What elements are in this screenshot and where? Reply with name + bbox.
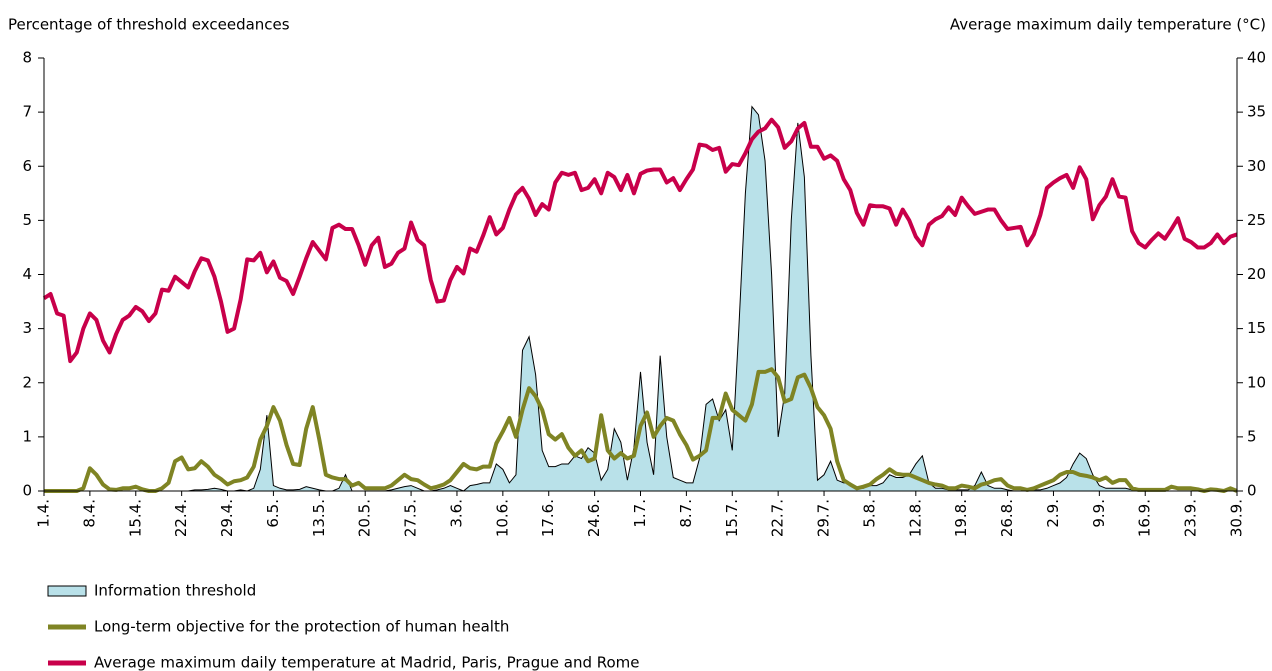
y-axis-title: Percentage of threshold exceedances	[8, 16, 290, 34]
x-tick-label: 19.8.	[952, 499, 970, 537]
x-tick-label: 10.6.	[493, 499, 511, 537]
legend-label: Average maximum daily temperature at Mad…	[94, 654, 640, 671]
y-tick-label: 7	[22, 103, 32, 121]
y-tick-label: 0	[22, 482, 32, 500]
x-tick-label: 17.6.	[539, 499, 557, 537]
x-tick-label: 26.8.	[998, 499, 1016, 537]
x-tick-label: 3.6.	[447, 499, 465, 528]
x-tick-label: 30.9.	[1228, 499, 1246, 537]
y-tick-label: 1	[22, 427, 32, 445]
x-tick-label: 24.6.	[585, 499, 603, 537]
x-tick-label: 29.4.	[218, 499, 236, 537]
x-tick-label: 13.5.	[310, 499, 328, 537]
x-tick-label: 1.7.	[631, 499, 649, 528]
x-tick-label: 5.8.	[860, 499, 878, 528]
legend-swatch	[47, 585, 87, 597]
y2-tick-label: 30	[1247, 157, 1266, 175]
y-tick-label: 8	[22, 49, 32, 67]
line	[42, 117, 1238, 364]
x-tick-label: 23.9.	[1182, 499, 1200, 537]
x-tick-label: 20.5.	[356, 499, 374, 537]
y2-tick-label: 15	[1247, 319, 1266, 337]
y2-tick-label: 5	[1247, 427, 1257, 445]
x-tick-label: 29.7.	[815, 499, 833, 537]
x-tick-label: 8.7.	[677, 499, 695, 528]
y-tick-label: 6	[22, 157, 32, 175]
x-tick-label: 8.4.	[80, 499, 98, 528]
legend-label: Long-term objective for the protection o…	[94, 618, 509, 636]
x-tick-label: 15.4.	[126, 499, 144, 537]
y2-tick-label: 35	[1247, 103, 1266, 121]
x-tick-label: 12.8.	[906, 499, 924, 537]
x-tick-label: 27.5.	[402, 499, 420, 537]
area	[44, 105, 1237, 492]
x-tick-label: 2.9.	[1044, 499, 1062, 528]
y-tick-label: 5	[22, 211, 32, 229]
x-tick-label: 16.9.	[1136, 499, 1154, 537]
y-tick-label: 3	[22, 319, 32, 337]
y2-tick-label: 25	[1247, 211, 1266, 229]
y-tick-label: 2	[22, 373, 32, 391]
y2-tick-label: 20	[1247, 265, 1266, 283]
y-tick-label: 4	[22, 265, 32, 283]
x-tick-label: 22.7.	[769, 499, 787, 537]
x-tick-label: 22.4.	[172, 499, 190, 537]
y2-tick-label: 0	[1247, 482, 1257, 500]
y2-tick-label: 40	[1247, 49, 1266, 67]
x-tick-label: 15.7.	[723, 499, 741, 537]
x-tick-label: 9.9.	[1090, 499, 1108, 528]
x-tick-label: 6.5.	[264, 499, 282, 528]
y2-tick-label: 10	[1247, 373, 1266, 391]
x-tick-label: 1.4.	[35, 499, 53, 528]
legend-label: Information threshold	[94, 582, 256, 600]
line	[44, 367, 1238, 493]
y2-axis-title: Average maximum daily temperature (°C)	[950, 16, 1266, 34]
